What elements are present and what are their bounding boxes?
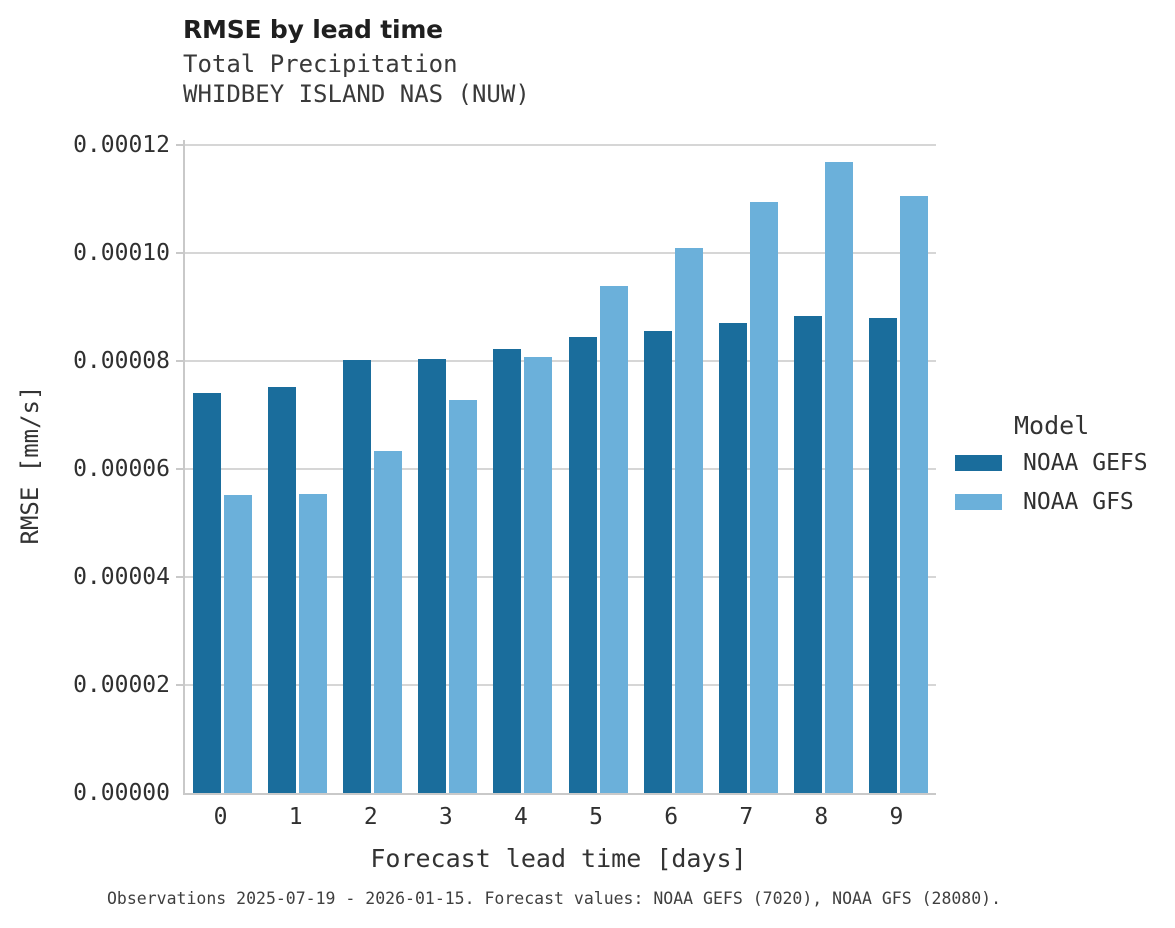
bar-noaa-gfs [824, 162, 853, 793]
subtitle-variable: Total Precipitation [183, 49, 458, 78]
y-tick-label: 0.00006 [73, 456, 170, 482]
legend-swatch-gefs [955, 455, 1002, 471]
plot-area [183, 140, 936, 795]
legend-item-gfs: NOAA GFS [955, 489, 1148, 515]
x-tick-label: 4 [514, 804, 528, 830]
gridline [185, 252, 936, 254]
legend-title: Model [1014, 411, 1090, 440]
x-tick-label: 7 [739, 804, 754, 830]
bar-noaa-gfs [749, 201, 778, 793]
bar-noaa-gefs [643, 330, 672, 793]
y-tick-label: 0.00004 [73, 564, 170, 590]
y-tick-label: 0.00012 [73, 132, 170, 158]
y-tick-mark [176, 144, 183, 146]
x-tick-label: 1 [288, 804, 303, 830]
bar-noaa-gefs [418, 358, 447, 793]
bar-noaa-gfs [674, 248, 703, 793]
bar-noaa-gefs [193, 393, 222, 793]
x-tick-label: 2 [363, 804, 378, 830]
bar-noaa-gfs [599, 286, 628, 793]
x-tick-label: 6 [664, 804, 679, 830]
x-tick-label: 8 [814, 804, 829, 830]
footer-note: Observations 2025-07-19 - 2026-01-15. Fo… [107, 889, 1002, 908]
gridline [185, 144, 936, 146]
x-axis-label: Forecast lead time [days] [370, 844, 747, 873]
y-tick-label: 0.00010 [73, 240, 170, 266]
legend-item-gefs: NOAA GEFS [955, 450, 1148, 476]
y-tick-label: 0.00002 [73, 672, 170, 698]
bar-noaa-gfs [299, 494, 328, 793]
y-tick-mark [176, 576, 183, 578]
chart-title: RMSE by lead time [183, 15, 443, 44]
legend-label-gfs: NOAA GFS [1023, 489, 1134, 515]
bar-noaa-gefs [268, 387, 297, 793]
y-tick-mark [176, 684, 183, 686]
gridline [185, 468, 936, 470]
y-tick-mark [176, 360, 183, 362]
bar-noaa-gfs [524, 357, 553, 793]
bar-noaa-gefs [793, 316, 822, 793]
legend: Model NOAA GEFS NOAA GFS [955, 411, 1148, 528]
bar-noaa-gefs [343, 360, 372, 793]
bar-noaa-gfs [899, 195, 928, 793]
bar-noaa-gfs [374, 451, 403, 793]
gridline [185, 360, 936, 362]
bar-noaa-gfs [449, 400, 478, 793]
gridline [185, 684, 936, 686]
bar-noaa-gefs [718, 323, 747, 793]
chart-subtitle: Total Precipitation WHIDBEY ISLAND NAS (… [183, 49, 530, 109]
y-tick-label: 0.00000 [73, 780, 170, 806]
legend-label-gefs: NOAA GEFS [1023, 450, 1148, 476]
bar-noaa-gfs [224, 494, 253, 793]
y-tick-label: 0.00008 [73, 348, 170, 374]
x-tick-label: 5 [589, 804, 603, 830]
subtitle-station: WHIDBEY ISLAND NAS (NUW) [183, 79, 530, 108]
bar-noaa-gefs [493, 349, 522, 793]
y-tick-mark [176, 252, 183, 254]
x-tick-label: 3 [438, 804, 453, 830]
bar-noaa-gefs [568, 337, 597, 793]
bar-noaa-gefs [868, 318, 897, 793]
gridline [185, 576, 936, 578]
title-block: RMSE by lead time Total Precipitation WH… [183, 15, 530, 109]
x-tick-label: 0 [213, 804, 228, 830]
y-tick-mark [176, 468, 183, 470]
legend-swatch-gfs [955, 494, 1002, 510]
x-tick-label: 9 [889, 804, 904, 830]
